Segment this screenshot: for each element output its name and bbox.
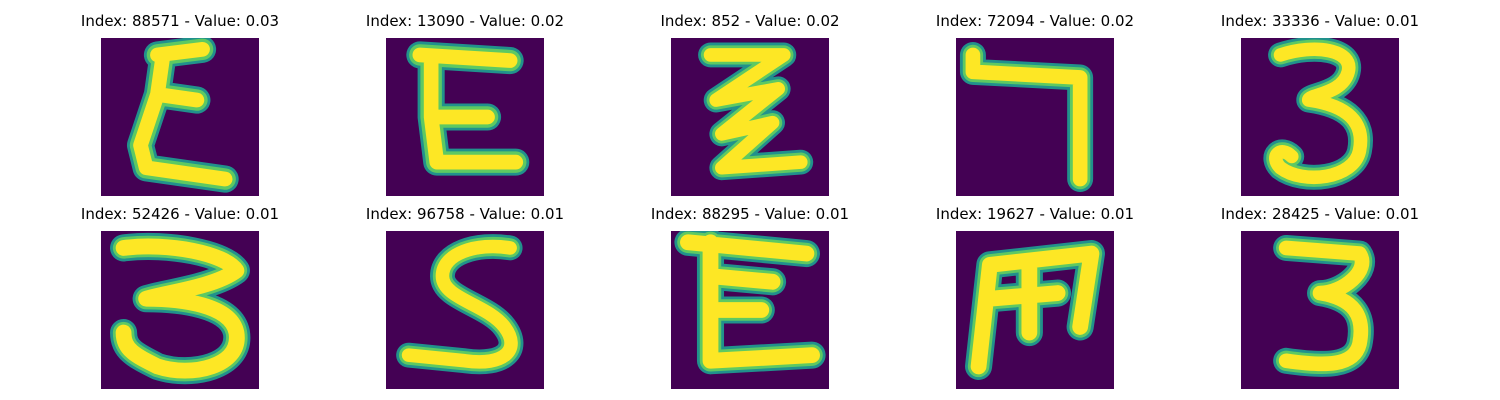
glyph-image: [386, 231, 544, 389]
panel-72094: Index: 72094 - Value: 0.02: [905, 10, 1165, 200]
handwritten-glyph-icon: [965, 240, 1105, 380]
panel-title: Index: 88295 - Value: 0.01: [650, 205, 850, 223]
panel-33336: Index: 33336 - Value: 0.01: [1190, 10, 1450, 200]
glyph-image: [1241, 231, 1399, 389]
panel-88571: Index: 88571 - Value: 0.03: [50, 10, 310, 200]
handwritten-glyph-icon: [110, 232, 251, 385]
handwritten-glyph-icon: [406, 41, 530, 176]
panel-52426: Index: 52426 - Value: 0.01: [50, 203, 310, 393]
panel-28425: Index: 28425 - Value: 0.01: [1190, 203, 1450, 393]
panel-title: Index: 33336 - Value: 0.01: [1220, 12, 1420, 30]
panel-88295: Index: 88295 - Value: 0.01: [620, 203, 880, 393]
panel-title: Index: 13090 - Value: 0.02: [365, 12, 565, 30]
panel-title: Index: 96758 - Value: 0.01: [365, 205, 565, 223]
glyph-image: [101, 231, 259, 389]
glyph-image: [671, 231, 829, 389]
glyph-image: [956, 231, 1114, 389]
panel-title: Index: 28425 - Value: 0.01: [1220, 205, 1420, 223]
glyph-image: [101, 38, 259, 196]
handwritten-glyph-icon: [698, 42, 814, 181]
glyph-image: [671, 38, 829, 196]
glyph-image: [1241, 38, 1399, 196]
glyph-image: [956, 38, 1114, 196]
panel-13090: Index: 13090 - Value: 0.02: [335, 10, 595, 200]
handwritten-glyph-icon: [396, 234, 524, 375]
handwritten-glyph-icon: [126, 38, 239, 193]
panel-title: Index: 88571 - Value: 0.03: [80, 12, 280, 30]
handwritten-glyph-icon: [1263, 38, 1373, 190]
handwritten-glyph-icon: [959, 41, 1094, 193]
handwritten-glyph-icon: [674, 231, 826, 375]
panel-title: Index: 852 - Value: 0.02: [660, 12, 840, 30]
panel-title: Index: 72094 - Value: 0.02: [935, 12, 1135, 30]
handwritten-glyph-icon: [1273, 234, 1375, 377]
panel-title: Index: 19627 - Value: 0.01: [935, 205, 1135, 223]
glyph-image: [386, 38, 544, 196]
panel-19627: Index: 19627 - Value: 0.01: [905, 203, 1165, 393]
panel-852: Index: 852 - Value: 0.02: [620, 10, 880, 200]
panel-title: Index: 52426 - Value: 0.01: [80, 205, 280, 223]
panel-96758: Index: 96758 - Value: 0.01: [335, 203, 595, 393]
